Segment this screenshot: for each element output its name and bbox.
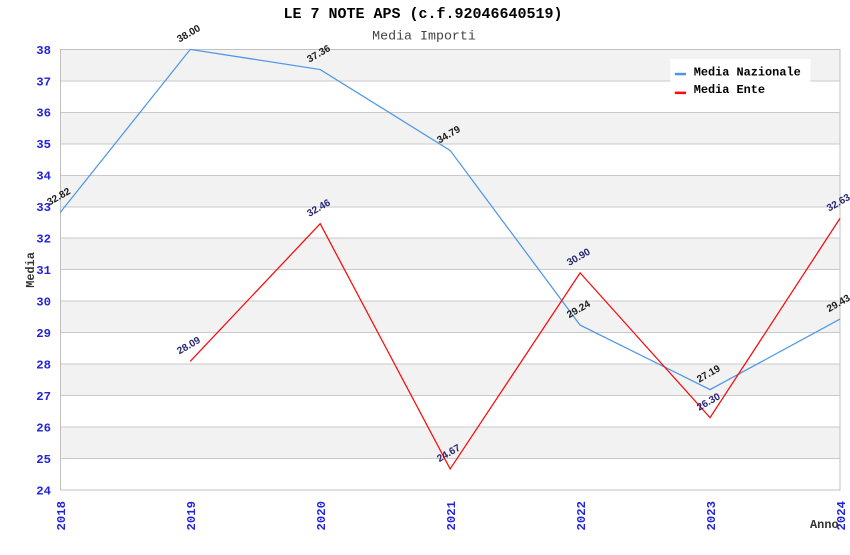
svg-text:35: 35: [36, 138, 51, 152]
svg-text:2020: 2020: [315, 501, 329, 531]
svg-text:2019: 2019: [185, 501, 199, 531]
svg-text:37: 37: [36, 75, 51, 89]
svg-text:31: 31: [36, 264, 51, 278]
svg-text:2023: 2023: [705, 501, 719, 531]
svg-text:36: 36: [36, 107, 51, 121]
svg-text:33: 33: [36, 201, 51, 215]
svg-text:Media: Media: [24, 252, 38, 288]
svg-text:24: 24: [36, 484, 51, 498]
svg-text:34: 34: [36, 170, 51, 184]
svg-text:38: 38: [36, 44, 51, 58]
svg-text:28: 28: [36, 359, 51, 373]
svg-text:Media Nazionale: Media Nazionale: [694, 66, 801, 80]
svg-text:29: 29: [36, 327, 51, 341]
svg-text:25: 25: [36, 453, 51, 467]
svg-text:26: 26: [36, 421, 51, 435]
svg-text:2018: 2018: [55, 501, 69, 531]
svg-text:Media Importi: Media Importi: [372, 28, 476, 43]
svg-text:2024: 2024: [835, 500, 849, 530]
svg-text:Anno: Anno: [810, 518, 839, 532]
svg-text:Media Ente: Media Ente: [694, 83, 765, 97]
svg-text:27: 27: [36, 390, 51, 404]
svg-text:32: 32: [36, 233, 51, 247]
svg-text:2022: 2022: [575, 501, 589, 531]
svg-text:2021: 2021: [445, 501, 459, 531]
svg-text:30: 30: [36, 296, 51, 310]
svg-text:LE 7 NOTE APS (c.f.92046640519: LE 7 NOTE APS (c.f.92046640519): [283, 6, 562, 23]
